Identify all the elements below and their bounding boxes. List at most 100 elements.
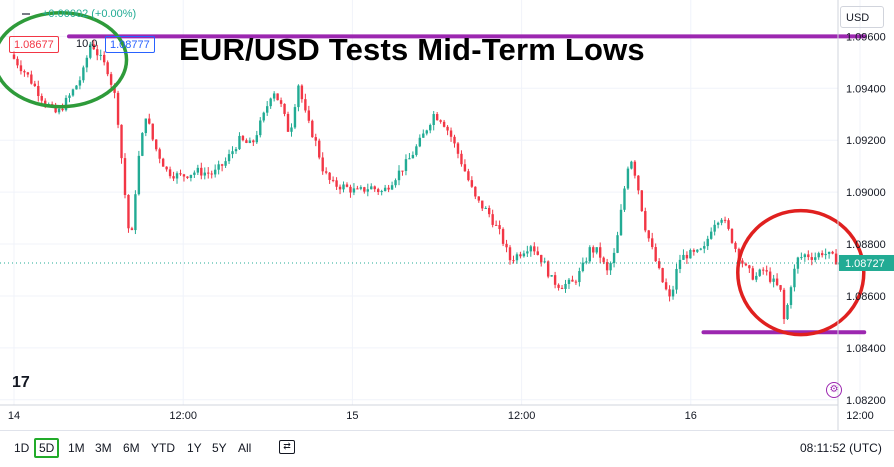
candle-body xyxy=(172,176,175,179)
candle-body xyxy=(345,184,349,187)
candle-body xyxy=(484,207,487,209)
candle-body xyxy=(498,225,501,230)
candle-body xyxy=(824,253,827,256)
sell-button[interactable]: 1.08677 xyxy=(9,36,59,53)
candle-body xyxy=(588,247,591,262)
candle-body xyxy=(335,180,338,187)
time-tick-label: 14 xyxy=(8,410,20,422)
candle-body xyxy=(158,149,161,159)
candle-body xyxy=(165,166,168,170)
candle-body xyxy=(814,257,817,260)
currency-button[interactable]: USD xyxy=(840,6,884,28)
candle-body xyxy=(567,279,571,284)
candle-body xyxy=(678,259,682,269)
spread-value: 10.0 xyxy=(76,38,98,50)
candle-body xyxy=(390,185,394,190)
candle-body xyxy=(50,104,54,106)
candle-body xyxy=(581,262,585,272)
candle-body xyxy=(810,257,813,260)
candle-body xyxy=(578,271,581,283)
candle-body xyxy=(644,211,647,231)
candle-body xyxy=(196,167,200,173)
candle-body xyxy=(144,118,148,134)
minus-icon xyxy=(22,13,30,15)
candle-body xyxy=(432,114,435,126)
buy-button[interactable]: 1.08777 xyxy=(105,36,155,53)
candle-body xyxy=(671,289,675,297)
candle-body xyxy=(422,133,425,138)
candle-body xyxy=(248,140,252,143)
candle-body xyxy=(529,246,533,252)
candle-body xyxy=(415,146,418,155)
candle-body xyxy=(605,262,609,271)
candle-body xyxy=(78,80,82,86)
time-tick-label: 15 xyxy=(346,410,358,422)
candle-body xyxy=(831,251,834,254)
candle-body xyxy=(456,143,460,154)
candle-body xyxy=(241,135,245,141)
candle-body xyxy=(515,254,519,261)
candle-body xyxy=(796,257,800,269)
candle-body xyxy=(64,97,68,111)
time-tick-label: 16 xyxy=(685,410,697,422)
date-range-icon[interactable]: ⇄ xyxy=(279,440,295,454)
settings-icon[interactable]: ⚙ xyxy=(826,382,842,398)
candle-body xyxy=(612,252,616,264)
candle-body xyxy=(266,106,269,113)
candle-body xyxy=(109,74,113,85)
price-tick-label: 1.09000 xyxy=(846,187,886,199)
candles xyxy=(12,40,859,324)
candle-body xyxy=(571,279,574,282)
candle-body xyxy=(706,238,709,247)
candle-body xyxy=(189,174,193,178)
candle-body xyxy=(442,121,446,127)
candle-body xyxy=(96,49,99,56)
candle-body xyxy=(328,172,331,180)
timeframe-ytd[interactable]: YTD xyxy=(151,441,175,455)
candle-body xyxy=(474,186,477,197)
candle-body xyxy=(709,231,713,239)
candle-body xyxy=(99,54,102,56)
candle-body xyxy=(453,136,456,144)
candle-body xyxy=(553,275,557,285)
candle-body xyxy=(175,173,179,179)
candle-body xyxy=(210,173,213,175)
candle-body xyxy=(657,261,661,269)
candle-body xyxy=(723,219,727,221)
candle-body xyxy=(481,200,484,209)
tradingview-logo: 17 xyxy=(12,374,30,391)
candle-body xyxy=(696,249,699,252)
candle-body xyxy=(758,269,761,276)
candle-body xyxy=(734,242,737,249)
price-chart[interactable]: 1.09600 1.09400 1.09200 1.09000 1.08800 1.086… xyxy=(0,0,894,430)
candle-body xyxy=(207,172,210,174)
timeframe-6m[interactable]: 6M xyxy=(123,441,140,455)
candle-body xyxy=(342,184,345,190)
timeframe-1y[interactable]: 1Y xyxy=(187,441,202,455)
candle-body xyxy=(713,224,716,232)
candle-body xyxy=(834,253,838,265)
symbol-info: +0.00002 (+0.00%) xyxy=(8,8,136,20)
candle-body xyxy=(487,207,491,215)
candle-body xyxy=(501,229,505,244)
timeframe-3m[interactable]: 3M xyxy=(95,441,112,455)
candle-body xyxy=(44,100,47,105)
candle-body xyxy=(394,180,397,186)
candle-body xyxy=(324,171,328,173)
candle-body xyxy=(276,93,279,101)
candle-body xyxy=(30,74,33,84)
time-tick-label: 12:00 xyxy=(169,410,197,422)
timeframe-5y[interactable]: 5Y xyxy=(212,441,227,455)
candle-body xyxy=(685,254,689,259)
candle-body xyxy=(647,230,650,239)
timeframe-1m[interactable]: 1M xyxy=(68,441,85,455)
timeframe-1d[interactable]: 1D xyxy=(14,441,30,455)
candle-body xyxy=(279,100,283,104)
candle-body xyxy=(598,247,602,258)
candle-body xyxy=(179,173,182,175)
candle-body xyxy=(699,248,702,250)
candle-body xyxy=(92,44,95,50)
timeframe-all[interactable]: All xyxy=(238,441,252,455)
timeframe-5d[interactable]: 5D xyxy=(34,438,60,458)
time-tick-label: 12:00 xyxy=(846,410,874,422)
